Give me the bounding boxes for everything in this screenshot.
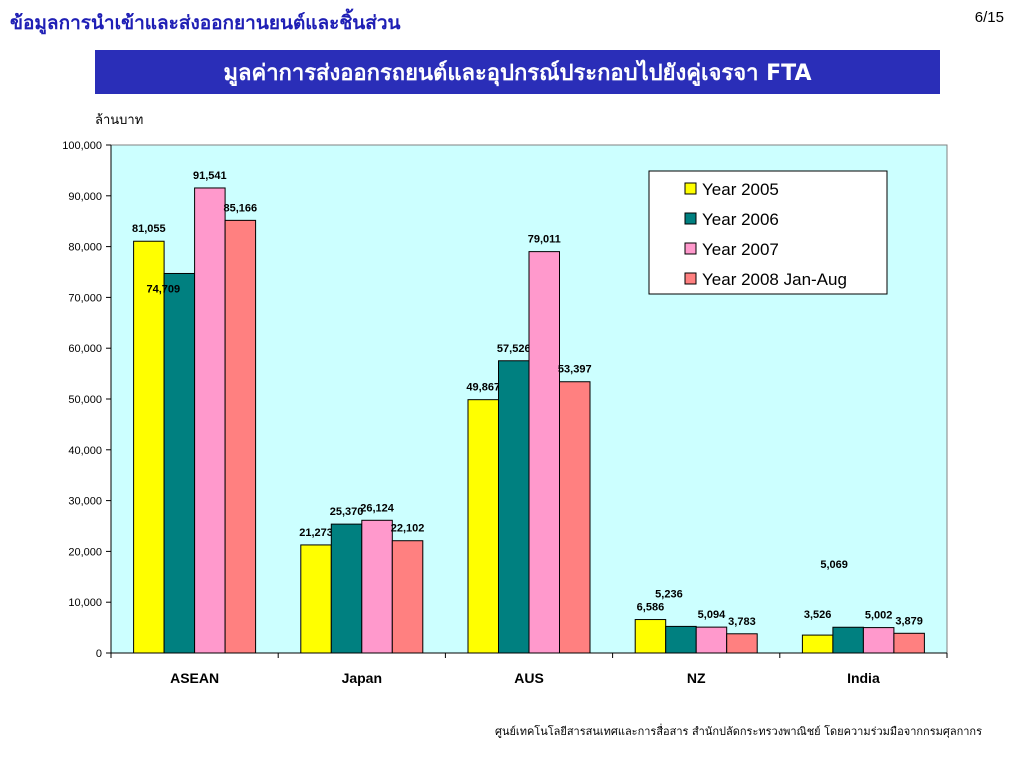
data-label: 3,526: [804, 609, 832, 621]
data-label: 57,526: [497, 343, 531, 355]
legend-swatch: [684, 182, 697, 195]
data-label: 74,709: [147, 283, 181, 295]
legend-label: Year 2007: [702, 240, 779, 259]
data-label: 26,124: [360, 502, 395, 514]
y-tick-label: 100,000: [62, 140, 102, 152]
data-label: 85,166: [224, 202, 258, 214]
data-label: 22,102: [391, 523, 425, 535]
bar: [391, 540, 424, 654]
data-label: 21,273: [299, 527, 333, 539]
y-tick-label: 10,000: [68, 597, 102, 609]
y-axis-unit-label: ล้านบาท: [95, 113, 143, 128]
bar: [163, 272, 196, 654]
data-label: 6,586: [637, 602, 665, 614]
page-title: ข้อมูลการนำเข้าและส่งออกยานยนต์และชิ้นส่…: [10, 12, 401, 34]
y-tick-label: 50,000: [68, 394, 102, 406]
y-tick-label: 90,000: [68, 191, 102, 203]
x-category-label: ASEAN: [170, 670, 219, 686]
x-category-label: NZ: [687, 670, 706, 686]
data-label: 79,011: [528, 234, 561, 246]
source-footer: ศูนย์เทคโนโลยีสารสนเทศและการสื่อสาร สำนั…: [494, 725, 982, 738]
data-label: 5,094: [698, 609, 726, 621]
bar: [726, 633, 758, 654]
bar: [634, 619, 667, 654]
y-tick-label: 20,000: [68, 546, 102, 558]
chart-title-banner: มูลค่าการส่งออกรถยนต์และอุปกรณ์ประกอบไปย…: [95, 50, 940, 94]
y-tick-label: 80,000: [68, 242, 102, 254]
bar: [528, 251, 560, 654]
data-label: 3,783: [728, 616, 756, 628]
data-label: 49,867: [466, 382, 500, 394]
bar: [498, 360, 530, 654]
bar: [832, 626, 864, 654]
legend-label: Year 2008 Jan-Aug: [702, 270, 847, 289]
y-tick-label: 0: [96, 648, 102, 660]
bar: [862, 627, 895, 654]
data-label: 5,236: [655, 588, 683, 600]
bar: [361, 519, 393, 654]
y-tick-label: 60,000: [68, 343, 102, 355]
bar: [224, 219, 257, 654]
legend-swatch: [684, 242, 697, 255]
data-label: 5,002: [865, 610, 893, 622]
bar: [665, 625, 697, 654]
x-category-label: India: [847, 670, 880, 686]
data-label: 25,370: [330, 506, 364, 518]
data-label: 81,055: [132, 223, 166, 235]
bar: [300, 544, 332, 654]
data-label: 53,397: [558, 364, 592, 376]
bar: [695, 626, 728, 654]
legend-swatch: [684, 212, 697, 225]
y-tick-label: 70,000: [68, 292, 102, 304]
x-category-label: Japan: [342, 670, 382, 686]
bar: [559, 381, 591, 654]
bar: [133, 240, 165, 654]
legend-label: Year 2005: [702, 180, 779, 199]
bar: [330, 523, 363, 654]
y-tick-label: 40,000: [68, 445, 102, 457]
bar: [801, 634, 834, 654]
x-category-label: AUS: [514, 670, 544, 686]
data-label: 5,069: [820, 559, 848, 571]
legend-label: Year 2006: [702, 210, 779, 229]
bar: [467, 399, 499, 654]
y-tick-label: 30,000: [68, 496, 102, 508]
legend-swatch: [684, 272, 697, 285]
data-label: 3,879: [895, 615, 923, 627]
page-number: 6/15: [974, 9, 1004, 26]
data-label: 91,541: [193, 170, 227, 182]
bar: [194, 187, 226, 654]
bar: [893, 632, 925, 654]
